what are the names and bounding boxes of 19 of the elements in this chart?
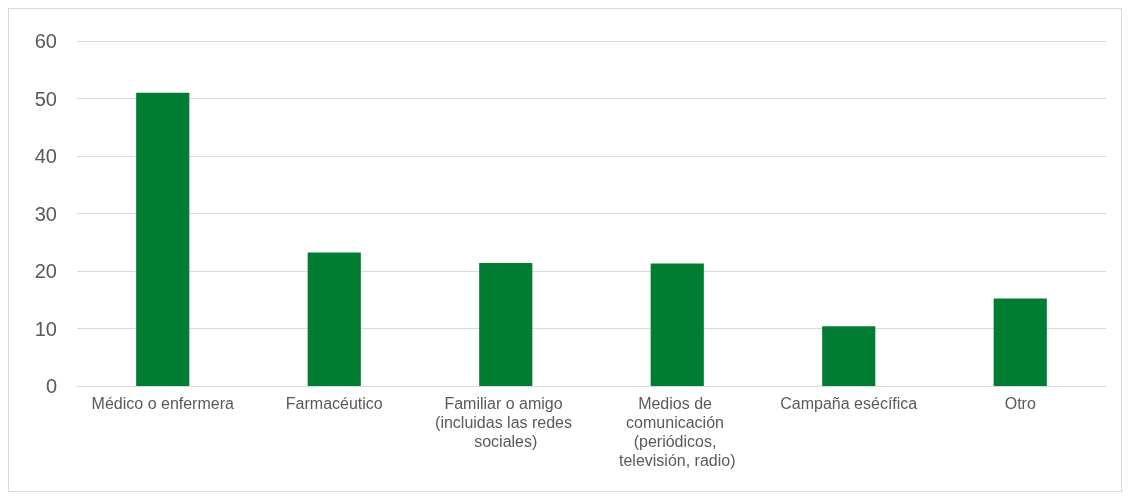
bar: [822, 326, 876, 386]
x-tick-label: Campaña esécífica: [780, 395, 918, 412]
x-tick-label: Otro: [1004, 395, 1036, 412]
x-tick-label: Medios de comunicación (periódicos, televisión, radio): [619, 395, 736, 469]
bar: [136, 92, 190, 386]
x-tick-label: Farmacéutico: [285, 395, 383, 412]
y-tick-label: 30: [34, 202, 57, 225]
bar: [479, 262, 533, 386]
y-tick-label: 60: [34, 30, 57, 52]
y-tick-label: 0: [45, 375, 57, 397]
y-tick-label: 20: [34, 260, 57, 282]
bar: [307, 252, 361, 386]
bar: [650, 263, 704, 386]
y-tick-label: 10: [34, 317, 57, 340]
y-tick-label: 40: [34, 145, 57, 167]
x-tick-label: Familiar o amigo (incluidas las redes sociales): [435, 395, 577, 450]
bar: [993, 298, 1047, 386]
y-tick-label: 50: [34, 87, 57, 110]
x-tick-label: Médico o enfermera: [91, 395, 234, 412]
